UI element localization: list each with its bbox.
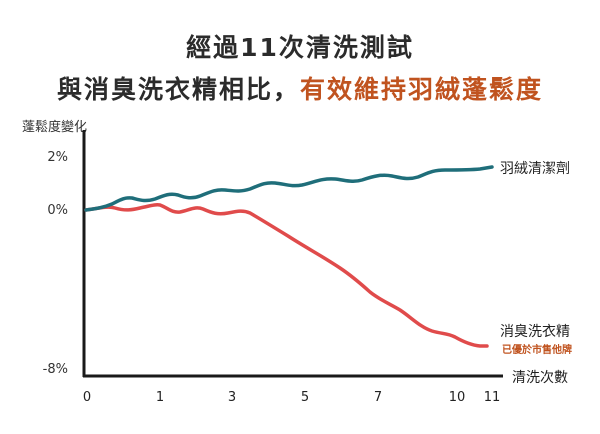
x-tick-3: 3	[227, 390, 237, 405]
x-tick-5: 5	[300, 390, 310, 405]
x-tick-11: 11	[483, 390, 501, 405]
series-detergent-line	[84, 203, 489, 348]
y-tick-0: 0%	[47, 203, 68, 218]
x-tick-1: 1	[155, 390, 165, 405]
title-prefix: 與消臭洗衣精相比，	[56, 75, 300, 104]
chart-title-line1: 經過11次清洗測試	[186, 33, 414, 62]
series-down-cleaner-line	[84, 165, 494, 212]
x-tick-10: 10	[448, 390, 466, 405]
title-highlight: 有效維持羽絨蓬鬆度	[300, 75, 544, 104]
y-tick-neg8: -8%	[42, 362, 68, 377]
x-axis-label: 清洗次數	[512, 370, 568, 386]
y-tick-2: 2%	[47, 150, 68, 165]
legend-detergent-note: 已優於市售他牌	[502, 345, 572, 356]
legend-detergent: 消臭洗衣精	[500, 324, 570, 340]
y-axis-label: 蓬鬆度變化	[22, 120, 88, 135]
x-tick-0: 0	[82, 390, 92, 405]
legend-down-cleaner: 羽絨清潔劑	[500, 161, 570, 177]
chart-title-line2: 與消臭洗衣精相比，有效維持羽絨蓬鬆度	[0, 70, 600, 106]
x-tick-7: 7	[373, 390, 383, 405]
